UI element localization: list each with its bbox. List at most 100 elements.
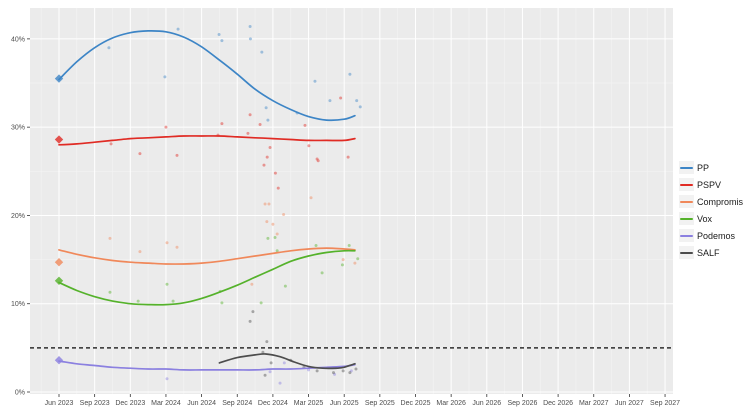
poll-point-pspv xyxy=(248,113,252,117)
poll-point-pspv xyxy=(315,157,319,161)
poll-point-pspv xyxy=(109,142,113,146)
poll-point-podemos xyxy=(333,372,337,376)
poll-point-pp xyxy=(220,39,224,43)
x-axis-label: Dec 2026 xyxy=(543,400,573,407)
poll-point-salf xyxy=(265,340,269,344)
poll-point-pspv xyxy=(246,131,250,135)
poll-point-vox xyxy=(356,257,360,261)
legend-key-box xyxy=(679,195,694,208)
poll-point-pp xyxy=(264,106,268,110)
x-axis-label: Jun 2023 xyxy=(45,400,74,407)
plot-panel xyxy=(30,8,673,394)
x-axis-label: Mar 2024 xyxy=(151,400,181,407)
poll-point-pp xyxy=(107,46,111,50)
poll-point-vox xyxy=(165,282,169,286)
poll-point-podemos xyxy=(268,370,272,374)
poll-point-pp xyxy=(248,37,252,41)
poll-point-pp xyxy=(328,99,332,103)
legend-item-salf: SALF xyxy=(679,244,743,261)
x-axis-label: Mar 2026 xyxy=(436,400,466,407)
poll-point-podemos xyxy=(349,369,353,373)
trend-line-pp xyxy=(58,30,356,122)
poll-point-podemos xyxy=(307,368,311,372)
poll-point-pspv xyxy=(339,96,343,100)
poll-point-salf xyxy=(332,371,336,375)
trend-line-vox xyxy=(58,249,356,306)
y-axis-label: 0% xyxy=(15,390,25,397)
poll-point-compromis xyxy=(282,213,286,217)
poll-point-pp xyxy=(358,105,362,109)
vox-line-swatch-icon xyxy=(680,217,693,220)
poll-point-vox xyxy=(347,243,351,247)
election-result-marker-pp xyxy=(54,74,64,83)
x-axis-label: Sep 2025 xyxy=(365,400,395,407)
poll-point-compromis xyxy=(267,202,271,206)
poll-point-pp xyxy=(348,72,352,76)
poll-point-vox xyxy=(136,299,140,303)
trend-line-compromis xyxy=(58,247,356,265)
poll-point-compromis xyxy=(353,261,357,265)
poll-point-pp xyxy=(355,99,359,103)
poll-point-vox xyxy=(340,263,344,267)
x-axis-label: Sep 2026 xyxy=(507,400,537,407)
poll-point-salf xyxy=(354,367,358,371)
poll-point-pspv xyxy=(303,123,307,127)
poll-point-salf xyxy=(251,310,255,314)
legend-label-pp: PP xyxy=(697,162,710,173)
x-axis-label: Jun 2026 xyxy=(472,400,501,407)
x-axis-label: Dec 2024 xyxy=(258,400,288,407)
poll-point-pspv xyxy=(276,186,280,190)
poll-point-pspv xyxy=(138,152,142,156)
poll-point-pp xyxy=(217,32,221,36)
poll-point-salf xyxy=(348,371,352,375)
legend-item-pspv: PSPV xyxy=(679,176,743,193)
legend-key-box xyxy=(679,212,694,225)
x-axis-label: Dec 2025 xyxy=(401,400,431,407)
poll-point-compromis xyxy=(263,202,267,206)
y-axis-label: 20% xyxy=(11,213,25,220)
x-axis-label: Sep 2027 xyxy=(650,400,680,407)
election-result-marker-vox xyxy=(54,276,64,285)
poll-point-pp xyxy=(163,75,167,79)
poll-point-pspv xyxy=(268,145,272,149)
legend-label-compromis: Compromis xyxy=(697,196,744,207)
poll-point-salf xyxy=(315,369,319,373)
poll-point-pspv xyxy=(307,144,311,148)
poll-point-vox xyxy=(171,299,175,303)
poll-point-pspv xyxy=(164,125,168,129)
poll-point-compromis xyxy=(341,258,345,262)
poll-point-pspv xyxy=(265,155,269,159)
poll-point-pp xyxy=(260,50,264,54)
x-axis-label: Jun 2027 xyxy=(615,400,644,407)
poll-point-vox xyxy=(283,284,287,288)
legend-item-podemos: Podemos xyxy=(679,227,743,244)
x-axis-label: Sep 2024 xyxy=(222,400,252,407)
x-axis-label: Sep 2023 xyxy=(80,400,110,407)
poll-point-compromis xyxy=(165,241,169,245)
legend-label-pspv: PSPV xyxy=(697,179,722,190)
poll-point-salf xyxy=(263,373,267,377)
poll-point-vox xyxy=(314,243,318,247)
trend-line-podemos xyxy=(58,360,356,371)
x-axis-label: Jun 2025 xyxy=(330,400,359,407)
x-axis-label: Mar 2025 xyxy=(294,400,324,407)
poll-point-salf xyxy=(261,350,265,354)
salf-line-swatch-icon xyxy=(680,251,693,254)
legend-label-vox: Vox xyxy=(697,213,713,224)
legend-key-box xyxy=(679,178,694,191)
poll-point-compromis xyxy=(309,196,313,200)
poll-point-vox xyxy=(266,236,270,240)
y-axis-label: 30% xyxy=(11,125,25,132)
trend-line-pspv xyxy=(58,135,356,146)
trend-line-salf xyxy=(218,353,356,370)
pspv-line-swatch-icon xyxy=(680,183,693,186)
legend-label-salf: SALF xyxy=(697,247,720,258)
poll-point-pp xyxy=(313,79,317,83)
poll-point-pp xyxy=(248,25,252,29)
poll-point-vox xyxy=(108,290,112,294)
poll-point-compromis xyxy=(175,245,179,249)
election-result-marker-compromis xyxy=(54,258,64,267)
poll-point-salf xyxy=(269,361,273,365)
